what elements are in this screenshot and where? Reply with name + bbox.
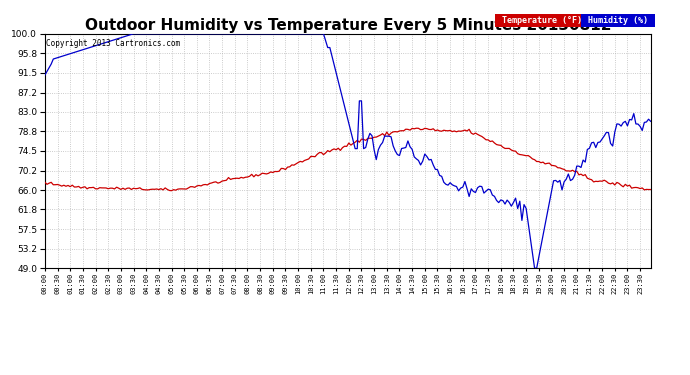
Text: Copyright 2013 Cartronics.com: Copyright 2013 Cartronics.com [46, 39, 180, 48]
Text: Humidity (%): Humidity (%) [583, 16, 653, 25]
Title: Outdoor Humidity vs Temperature Every 5 Minutes 20130812: Outdoor Humidity vs Temperature Every 5 … [84, 18, 611, 33]
Text: Temperature (°F): Temperature (°F) [497, 16, 586, 25]
